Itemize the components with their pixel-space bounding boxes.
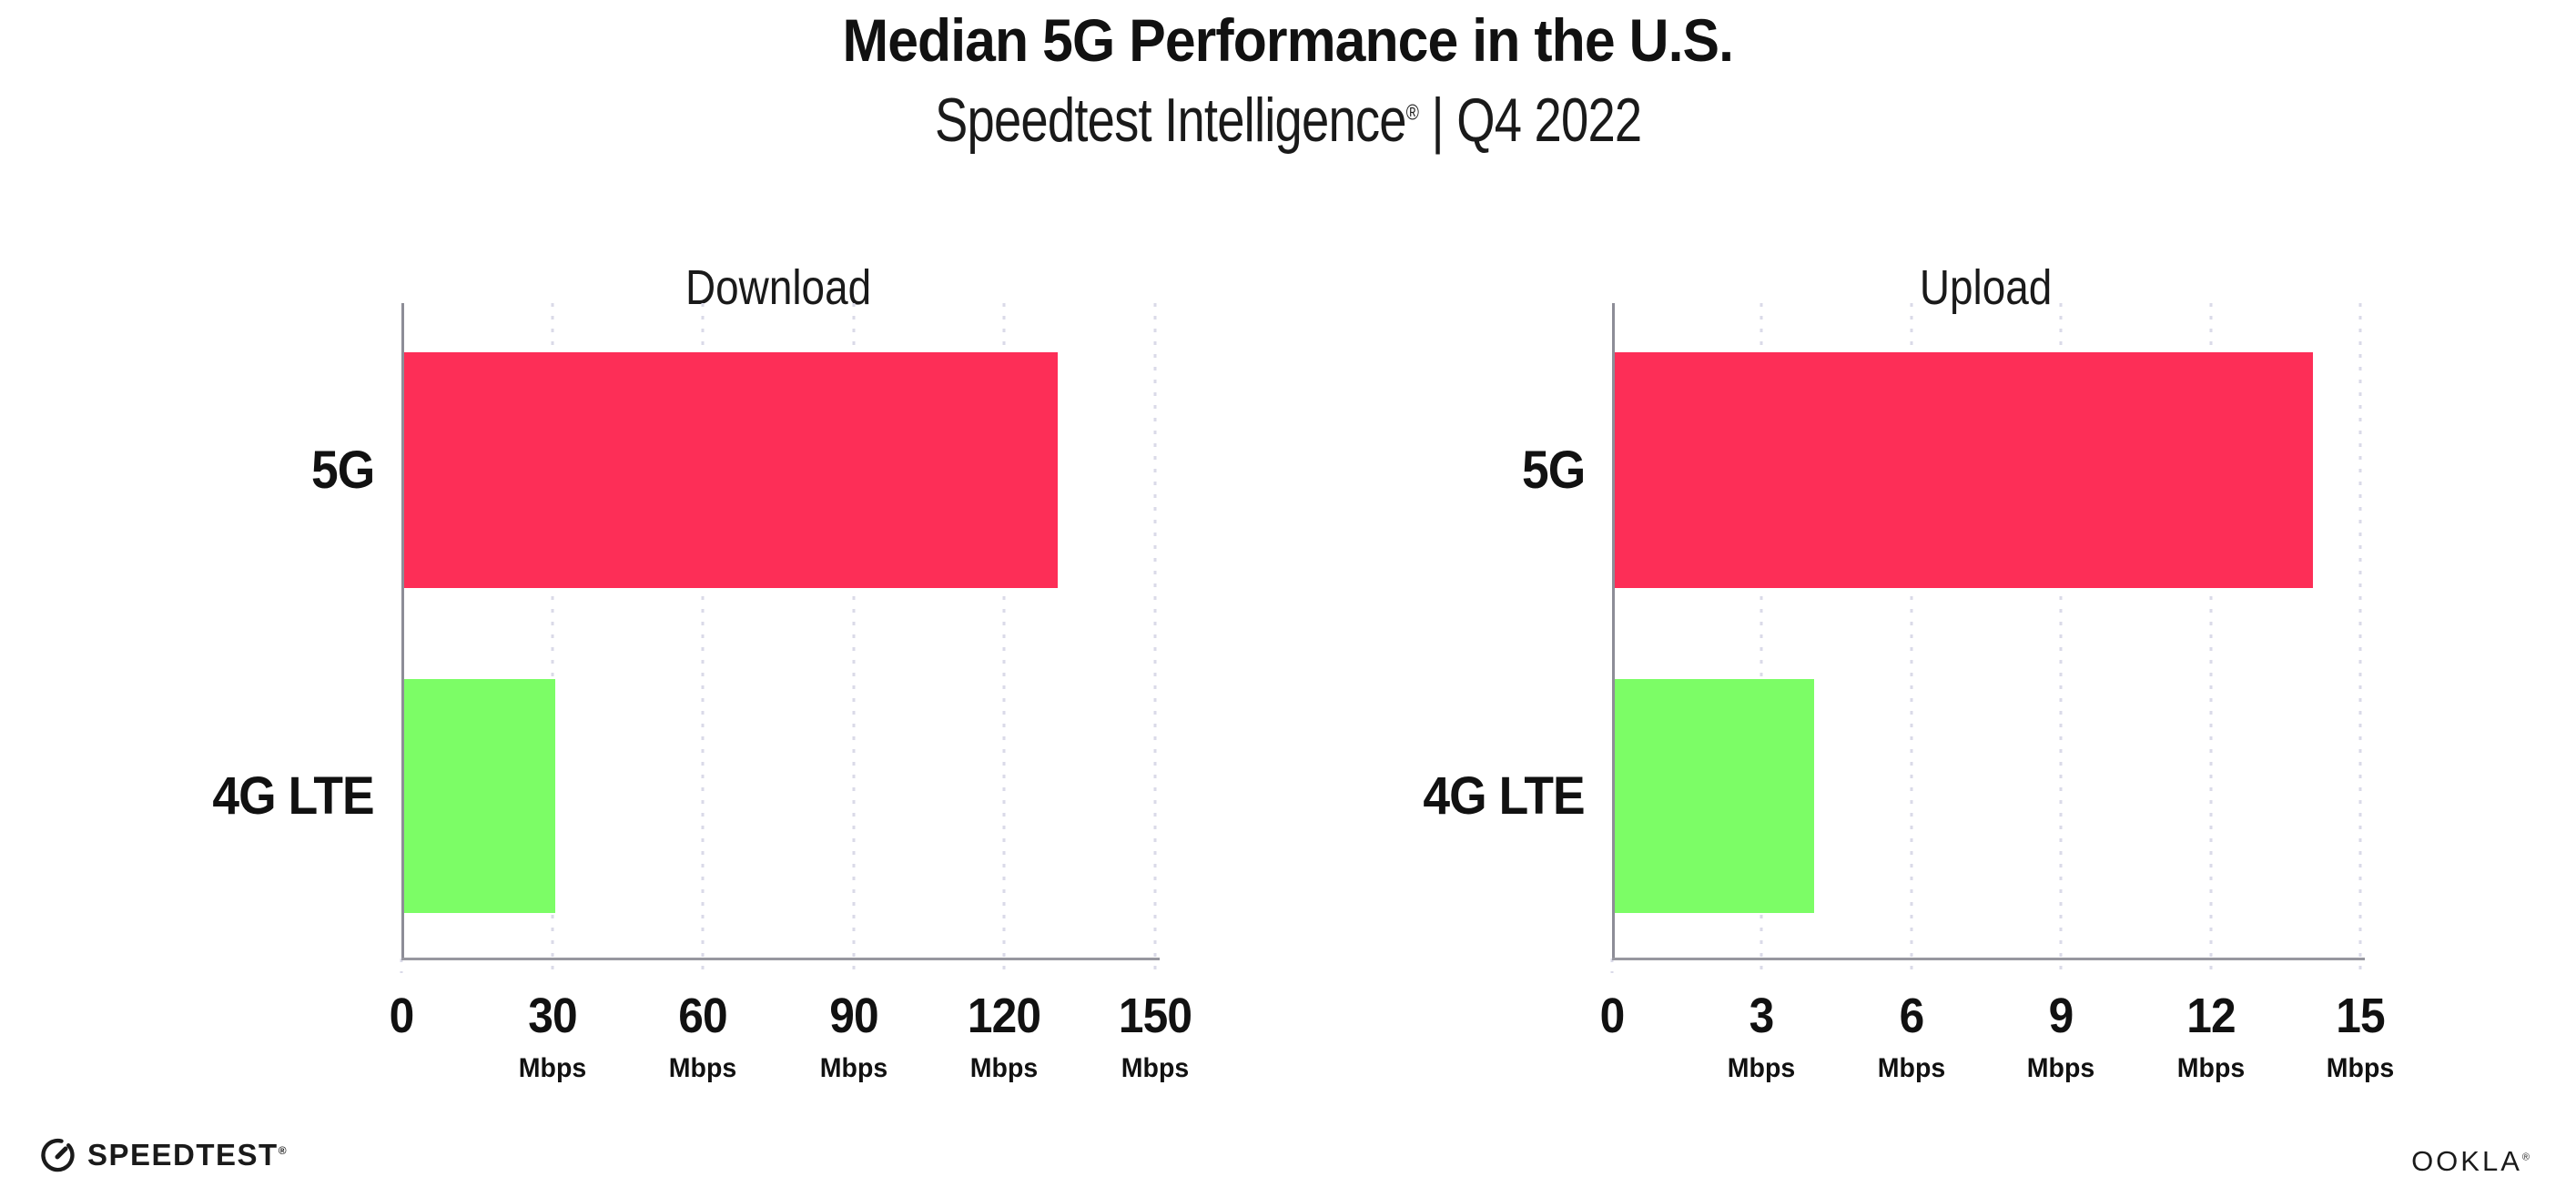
tick-label: 0 xyxy=(389,989,415,1043)
y-axis-line xyxy=(1612,303,1615,960)
upload-chart-title: Upload xyxy=(1920,259,2053,315)
speedtest-gauge-icon xyxy=(38,1136,76,1174)
gridline xyxy=(1153,303,1157,973)
registered-trademark-icon: ® xyxy=(278,1144,289,1157)
download-chart-title: Download xyxy=(685,259,872,315)
download-x-axis-ticks: 0 30 Mbps 60 Mbps 90 Mbps 120 Mbps 150 M… xyxy=(390,988,1192,1106)
gridline xyxy=(701,303,705,973)
gridline xyxy=(1002,303,1006,973)
tick-label: 9 Mbps xyxy=(2026,989,2095,1083)
tick-label: 6 Mbps xyxy=(1877,989,1946,1083)
header: Median 5G Performance in the U.S. Speedt… xyxy=(0,0,2576,156)
speedtest-wordmark: SPEEDTEST® xyxy=(87,1138,289,1172)
gridline xyxy=(1910,303,1913,973)
upload-category-label-5g: 5G xyxy=(1521,441,1586,500)
y-axis-line xyxy=(401,303,404,960)
upload-x-axis-ticks: 0 3 Mbps 6 Mbps 9 Mbps 12 Mbps 15 Mbps xyxy=(1600,988,2395,1106)
download-plot-area xyxy=(400,303,1160,973)
tick-label: 30 Mbps xyxy=(518,989,586,1083)
x-axis-line xyxy=(1612,958,2365,960)
registered-trademark-icon: ® xyxy=(2521,1151,2532,1163)
gridline xyxy=(551,303,554,973)
page-subtitle-text: Speedtest Intelligence® | Q4 2022 xyxy=(934,85,1642,156)
upload-category-label-4g-lte: 4G LTE xyxy=(1423,766,1586,826)
download-chart: Download 5G 4G LTE 0 30 Mbps xyxy=(213,218,1192,1111)
upload-chart: Upload 5G 4G LTE 0 3 Mbps xyxy=(1424,218,2395,1111)
upload-plot-area xyxy=(1610,303,2365,973)
subtitle-brand: Speedtest Intelligence xyxy=(934,86,1407,156)
page-title: Median 5G Performance in the U.S. xyxy=(0,0,2576,72)
speedtest-logo: SPEEDTEST® xyxy=(38,1136,288,1174)
upload-4g-lte-bar xyxy=(1615,679,1815,913)
gridline xyxy=(2209,303,2213,973)
gridline xyxy=(2358,303,2362,973)
tick-label: 90 Mbps xyxy=(819,989,888,1083)
download-category-label-5g: 5G xyxy=(310,441,375,500)
tick-label: 150 Mbps xyxy=(1118,989,1192,1083)
tick-label: 15 Mbps xyxy=(2326,989,2395,1083)
tick-label: 60 Mbps xyxy=(668,989,737,1083)
download-category-label-4g-lte: 4G LTE xyxy=(212,766,375,826)
registered-trademark-icon: ® xyxy=(1405,100,1419,126)
ookla-logo: OOKLA® xyxy=(2411,1145,2532,1178)
tick-label: 3 Mbps xyxy=(1728,989,1796,1083)
ookla-wordmark: OOKLA® xyxy=(2411,1145,2532,1177)
subtitle-period: Q4 2022 xyxy=(1456,86,1642,156)
download-5g-bar xyxy=(404,352,1058,588)
subtitle-divider: | xyxy=(1431,86,1444,156)
tick-label: 12 Mbps xyxy=(2176,989,2245,1083)
gridline xyxy=(2059,303,2063,973)
page-title-text: Median 5G Performance in the U.S. xyxy=(842,6,1734,74)
gridline-stub xyxy=(400,959,403,973)
gridline xyxy=(1760,303,1763,973)
upload-5g-bar xyxy=(1615,352,2314,588)
tick-label: 0 xyxy=(1599,989,1626,1043)
gridline-stub xyxy=(1610,959,1614,973)
gridline xyxy=(852,303,856,973)
page-subtitle: Speedtest Intelligence® | Q4 2022 xyxy=(0,85,2576,156)
download-4g-lte-bar xyxy=(404,679,555,913)
tick-label: 120 Mbps xyxy=(968,989,1041,1083)
x-axis-line xyxy=(401,958,1160,960)
